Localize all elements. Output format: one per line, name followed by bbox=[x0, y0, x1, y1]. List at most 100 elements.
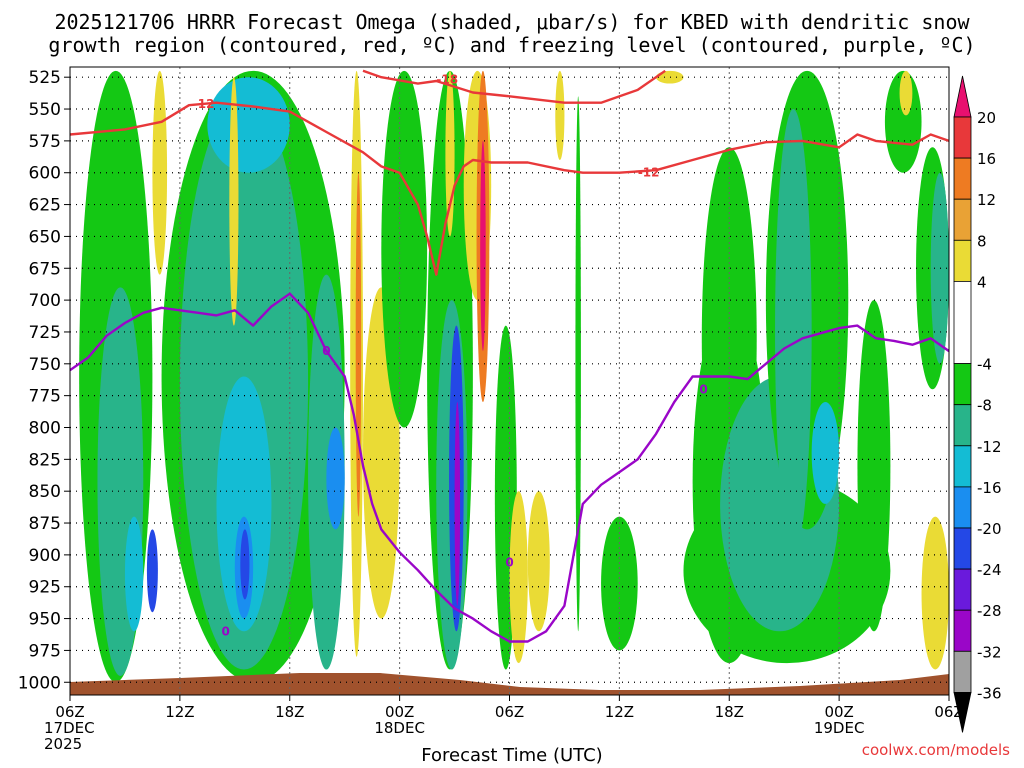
colorbar-top-arrow bbox=[953, 75, 972, 118]
x-tick-label-3-0: 00Z bbox=[385, 703, 414, 721]
y-tick-label-3: 600 bbox=[29, 164, 61, 184]
contour-line-2 bbox=[70, 292, 949, 643]
y-tick-label-4: 625 bbox=[29, 196, 61, 216]
y-tick-label-0: 525 bbox=[29, 68, 61, 88]
colorbar-tick-label-2: 12 bbox=[977, 191, 996, 209]
colorbar-tick-label-10: -24 bbox=[977, 561, 1002, 579]
x-tick-label-4-0: 06Z bbox=[495, 703, 524, 721]
contour-label-6: 0 bbox=[221, 624, 229, 638]
y-tick-label-17: 950 bbox=[29, 610, 61, 630]
omega-field-40 bbox=[857, 300, 891, 632]
temperature-contours bbox=[70, 69, 949, 643]
omega-field-15 bbox=[355, 172, 362, 517]
x-tick-label-8-0: 06Z bbox=[934, 703, 963, 721]
y-tick-label-6: 675 bbox=[29, 259, 61, 279]
y-axis-ticks: 525 550 575 600 625 650 675 700 725 750 775 800 825 8… bbox=[18, 68, 70, 693]
colorbar-tick-label-9: -20 bbox=[977, 520, 1002, 538]
colorbar-tick-label-6: -8 bbox=[977, 397, 992, 415]
y-tick-label-2: 575 bbox=[29, 132, 61, 152]
y-tick-label-13: 850 bbox=[29, 482, 61, 502]
colorbar-bin-6 bbox=[953, 363, 972, 406]
colorbar-bin-3 bbox=[953, 198, 972, 241]
y-tick-label-19: 1000 bbox=[18, 673, 61, 693]
x-axis-title: Forecast Time (UTC) bbox=[421, 745, 603, 766]
colorbar-tick-label-12: -32 bbox=[977, 643, 1002, 661]
colorbar-bin-8 bbox=[953, 445, 972, 488]
colorbar-bin-9 bbox=[953, 486, 972, 529]
omega-field-3 bbox=[146, 529, 158, 613]
chart-title-line-1: 2025121706 HRRR Forecast Omega (shaded, … bbox=[54, 10, 970, 34]
x-tick-label-5-0: 12Z bbox=[605, 703, 634, 721]
omega-field-45 bbox=[921, 516, 949, 670]
omega-field-17 bbox=[381, 70, 428, 428]
contour-label-4: 0 bbox=[699, 382, 707, 396]
omega-field-2 bbox=[124, 516, 144, 632]
omega-field-39 bbox=[811, 402, 840, 504]
contour-line-0 bbox=[362, 69, 666, 104]
y-tick-label-7: 700 bbox=[29, 291, 61, 311]
contour-labels: -18 -12 -12 0 0 0 0 bbox=[193, 73, 708, 639]
contour-label-1: -12 bbox=[193, 97, 215, 111]
x-tick-label-1-0: 12Z bbox=[165, 703, 194, 721]
colorbar-tick-label-5: -4 bbox=[977, 356, 992, 374]
x-tick-label-3-1: 18DEC bbox=[374, 719, 425, 737]
omega-field-13 bbox=[326, 427, 345, 530]
omega-field-8 bbox=[216, 376, 272, 632]
x-tick-label-7-1: 19DEC bbox=[814, 719, 865, 737]
y-tick-label-5: 650 bbox=[29, 227, 61, 247]
colorbar-bin-7 bbox=[953, 404, 972, 447]
x-tick-label-0-2: 2025 bbox=[44, 735, 82, 753]
omega-field-29 bbox=[555, 70, 565, 160]
contour-label-3: 0 bbox=[322, 344, 330, 358]
omega-field-27 bbox=[509, 491, 528, 664]
omega-field-11 bbox=[229, 77, 239, 326]
x-tick-label-2-0: 18Z bbox=[275, 703, 304, 721]
contour-line-1 bbox=[70, 101, 949, 276]
y-tick-label-10: 775 bbox=[29, 387, 61, 407]
colorbar-tick-label-0: 20 bbox=[977, 109, 996, 127]
contour-label-0: -18 bbox=[436, 73, 458, 87]
colorbar-bin-5 bbox=[953, 280, 972, 364]
contour-label-2: -12 bbox=[638, 166, 660, 180]
colorbar-bin-12 bbox=[953, 609, 972, 652]
y-tick-label-9: 750 bbox=[29, 355, 61, 375]
omega-field-21 bbox=[454, 402, 461, 606]
omega-field-7 bbox=[207, 77, 290, 173]
omega-shaded-fields bbox=[79, 70, 949, 683]
y-tick-label-15: 900 bbox=[29, 546, 61, 566]
y-tick-label-14: 875 bbox=[29, 514, 61, 534]
colorbar-bin-11 bbox=[953, 568, 972, 611]
colorbar-tick-label-13: -36 bbox=[977, 684, 1002, 702]
omega-field-10 bbox=[240, 529, 250, 600]
omega-field-25 bbox=[480, 140, 486, 352]
y-tick-label-11: 800 bbox=[29, 418, 61, 438]
x-tick-label-7-0: 00Z bbox=[824, 703, 853, 721]
colorbar-tick-label-1: 16 bbox=[977, 150, 996, 168]
colorbar-tick-label-8: -16 bbox=[977, 479, 1002, 497]
omega-field-28 bbox=[527, 491, 550, 632]
colorbar-tick-label-4: 4 bbox=[977, 273, 987, 291]
chart-title-line-2: growth region (contoured, red, ºC) and f… bbox=[48, 33, 976, 57]
x-tick-label-0-1: 17DEC bbox=[44, 719, 95, 737]
omega-field-12 bbox=[308, 274, 345, 670]
y-tick-label-18: 975 bbox=[29, 641, 61, 661]
omega-field-42 bbox=[899, 70, 913, 116]
x-tick-label-0-0: 06Z bbox=[55, 703, 84, 721]
colorbar-bin-13 bbox=[953, 650, 972, 693]
omega-field-41 bbox=[884, 70, 922, 173]
colorbar-bin-4 bbox=[953, 239, 972, 282]
colorbar-tick-label-7: -12 bbox=[977, 438, 1002, 456]
omega-field-22 bbox=[445, 70, 455, 237]
colorbar-tick-label-11: -28 bbox=[977, 602, 1002, 620]
x-tick-label-6-0: 18Z bbox=[715, 703, 744, 721]
colorbar-bin-10 bbox=[953, 527, 972, 570]
omega-field-32 bbox=[656, 70, 684, 84]
omega-field-38 bbox=[775, 109, 812, 555]
omega-field-44 bbox=[930, 172, 949, 364]
credit-text: coolwx.com/models bbox=[861, 741, 1010, 759]
colorbar-bin-1 bbox=[953, 116, 972, 159]
colorbar-bin-2 bbox=[953, 157, 972, 200]
y-tick-label-16: 925 bbox=[29, 578, 61, 598]
